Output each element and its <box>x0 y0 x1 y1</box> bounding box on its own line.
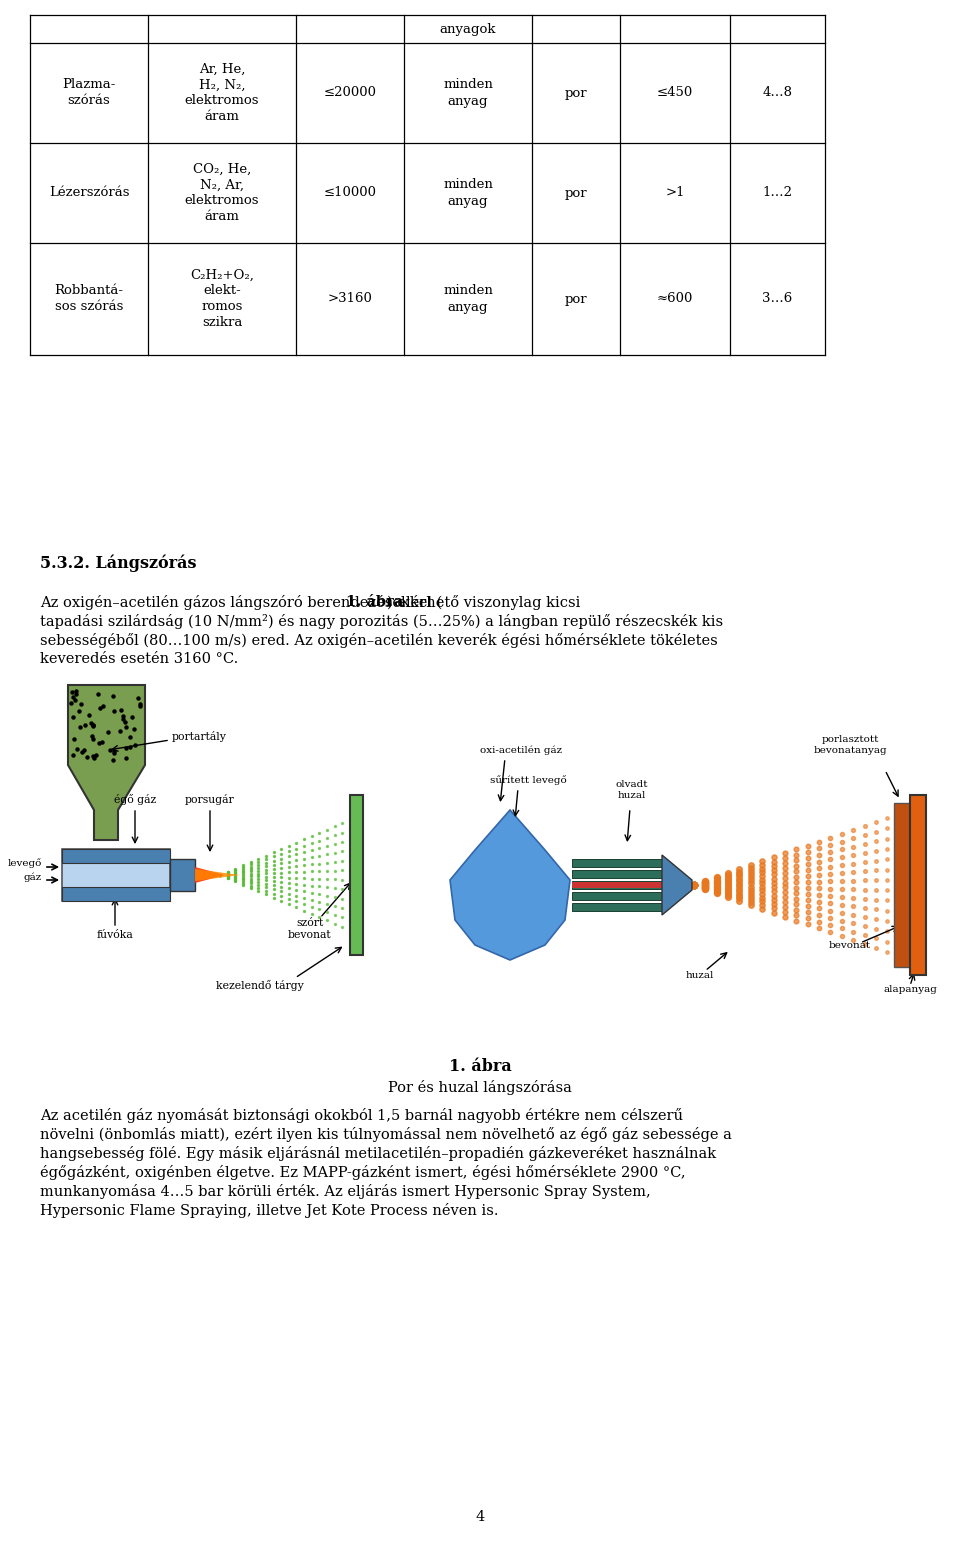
Text: Ar, He,
H₂, N₂,
elektromos
áram: Ar, He, H₂, N₂, elektromos áram <box>184 62 259 124</box>
Text: Hypersonic Flame Spraying, illetve Jet Kote Process néven is.: Hypersonic Flame Spraying, illetve Jet K… <box>40 1204 498 1217</box>
Text: bevonat: bevonat <box>828 941 871 950</box>
Text: sűrített levegő: sűrített levegő <box>490 776 566 785</box>
Text: portartály: portartály <box>172 731 227 743</box>
Text: munkanyomása 4…5 bar körüli érték. Az eljárás ismert Hypersonic Spray System,: munkanyomása 4…5 bar körüli érték. Az el… <box>40 1183 651 1199</box>
Text: ≈600: ≈600 <box>657 292 693 306</box>
Text: 4: 4 <box>475 1509 485 1523</box>
Bar <box>572 859 662 867</box>
Text: fúvóka: fúvóka <box>97 930 133 939</box>
Text: szórt
bevonat: szórt bevonat <box>288 918 332 939</box>
Text: huzal: huzal <box>685 970 714 980</box>
Text: sebességéből (80…100 m/s) ered. Az oxigén–acetilén keverék égési hőmérséklete tö: sebességéből (80…100 m/s) ered. Az oxigé… <box>40 633 718 647</box>
Text: Az oxigén–acetilén gázos lángszóró berendezésekkel (: Az oxigén–acetilén gázos lángszóró beren… <box>40 595 443 610</box>
Polygon shape <box>68 684 145 840</box>
Text: hangsebesség fölé. Egy másik eljárásnál metilacetilén–propadién gázkeveréket has: hangsebesség fölé. Egy másik eljárásnál … <box>40 1146 716 1160</box>
Text: 1. ábra: 1. ábra <box>346 595 403 609</box>
Text: por: por <box>564 292 588 306</box>
Text: Lézerszórás: Lézerszórás <box>49 187 130 199</box>
Bar <box>350 796 363 955</box>
Bar <box>572 881 662 888</box>
Text: levegő: levegő <box>8 857 42 868</box>
Text: tapadási szilárdság (10 N/mm²) és nagy porozitás (5…25%) a lángban repülő részec: tapadási szilárdság (10 N/mm²) és nagy p… <box>40 613 723 629</box>
Polygon shape <box>662 854 692 915</box>
Text: ≤10000: ≤10000 <box>324 187 376 199</box>
Bar <box>572 902 662 912</box>
Text: porsugár: porsugár <box>185 794 235 805</box>
Text: Az acetilén gáz nyomását biztonsági okokból 1,5 barnál nagyobb értékre nem célsz: Az acetilén gáz nyomását biztonsági okok… <box>40 1108 683 1123</box>
Bar <box>572 870 662 878</box>
Text: kezelendő tárgy: kezelendő tárgy <box>216 980 304 990</box>
Text: 4…8: 4…8 <box>762 87 793 99</box>
Text: gáz: gáz <box>24 873 42 882</box>
Text: oxi-acetilén gáz: oxi-acetilén gáz <box>480 745 563 756</box>
Text: CO₂, He,
N₂, Ar,
elektromos
áram: CO₂, He, N₂, Ar, elektromos áram <box>184 162 259 224</box>
Bar <box>894 803 910 967</box>
Bar <box>62 850 170 901</box>
Text: 5.3.2. Lángszórás: 5.3.2. Lángszórás <box>40 555 197 573</box>
Text: Por és huzal lángszórása: Por és huzal lángszórása <box>388 1080 572 1095</box>
Text: minden
anyag: minden anyag <box>444 284 492 314</box>
Text: por: por <box>564 87 588 99</box>
Text: növelni (önbomlás miatt), ezért ilyen kis túlnyomással nem növelhető az égő gáz : növelni (önbomlás miatt), ezért ilyen ki… <box>40 1126 732 1142</box>
Text: minden
anyag: minden anyag <box>444 79 492 108</box>
Text: 1. ábra: 1. ábra <box>448 1058 512 1075</box>
Text: keveredés esetén 3160 °C.: keveredés esetén 3160 °C. <box>40 652 238 666</box>
Text: porlasztott
bevonatanyag: porlasztott bevonatanyag <box>813 735 887 754</box>
Text: égő gáz: égő gáz <box>114 794 156 805</box>
Polygon shape <box>195 867 225 884</box>
Text: ≤20000: ≤20000 <box>324 87 376 99</box>
Polygon shape <box>450 810 570 959</box>
Text: Plazma-
szórás: Plazma- szórás <box>62 79 116 108</box>
Text: minden
anyag: minden anyag <box>444 179 492 207</box>
Text: >1: >1 <box>665 187 684 199</box>
Bar <box>572 882 677 888</box>
Bar <box>62 850 170 864</box>
Text: olvadt
huzal: olvadt huzal <box>615 780 648 800</box>
Text: 1…2: 1…2 <box>762 187 793 199</box>
Text: ) elérhető viszonylag kicsi: ) elérhető viszonylag kicsi <box>387 595 580 610</box>
Bar <box>572 891 662 901</box>
Text: por: por <box>564 187 588 199</box>
Bar <box>62 887 170 901</box>
Text: C₂H₂+O₂,
elekt-
romos
szikra: C₂H₂+O₂, elekt- romos szikra <box>190 269 254 329</box>
Text: égőgázként, oxigénben élgetve. Ez MAPP-gázként ismert, égési hőmérséklete 2900 °: égőgázként, oxigénben élgetve. Ez MAPP-g… <box>40 1165 685 1180</box>
Text: ≤450: ≤450 <box>657 87 693 99</box>
Text: 3…6: 3…6 <box>762 292 793 306</box>
Bar <box>910 796 926 975</box>
Polygon shape <box>195 868 240 881</box>
Text: anyagok: anyagok <box>440 23 496 36</box>
Text: Robbantá-
sos szórás: Robbantá- sos szórás <box>55 284 124 314</box>
Text: >3160: >3160 <box>327 292 372 306</box>
Text: alapanyag: alapanyag <box>883 986 937 995</box>
Bar <box>170 859 195 891</box>
